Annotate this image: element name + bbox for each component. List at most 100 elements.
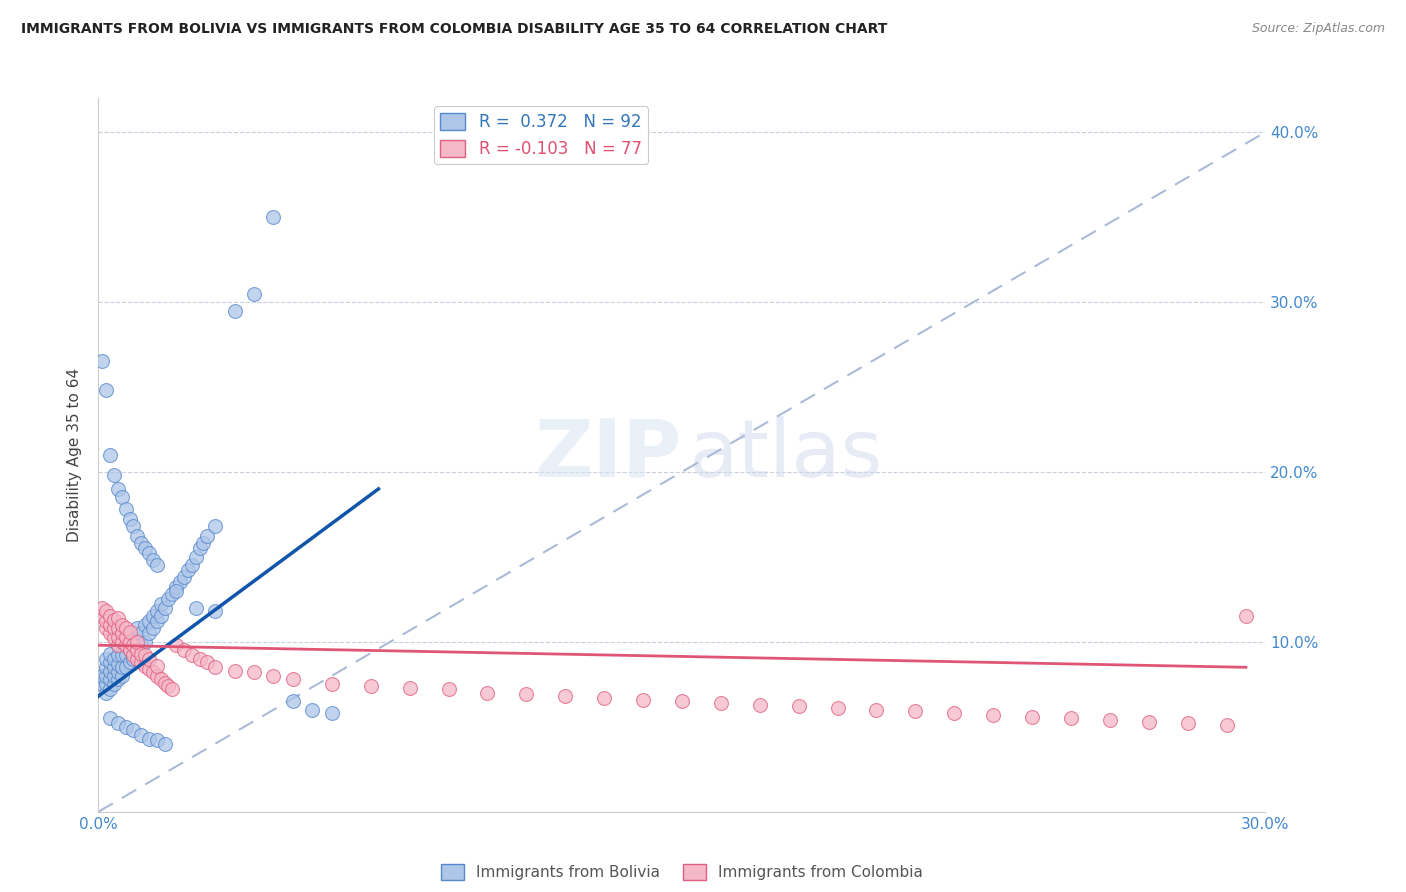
Point: [153, 737, 176, 751]
Point: [98, 609, 121, 624]
Point: [281, 694, 304, 708]
Point: [98, 682, 121, 697]
Point: [146, 658, 169, 673]
Point: [180, 648, 202, 663]
Point: [188, 652, 211, 666]
Point: [129, 536, 152, 550]
Point: [96, 604, 118, 618]
Point: [865, 703, 887, 717]
Point: [1215, 718, 1237, 732]
Point: [149, 609, 172, 624]
Point: [107, 482, 129, 496]
Point: [114, 630, 136, 644]
Point: [111, 626, 134, 640]
Point: [593, 690, 616, 705]
Point: [157, 679, 180, 693]
Text: IMMIGRANTS FROM BOLIVIA VS IMMIGRANTS FROM COLOMBIA DISABILITY AGE 35 TO 64 CORR: IMMIGRANTS FROM BOLIVIA VS IMMIGRANTS FR…: [21, 22, 887, 37]
Point: [103, 468, 125, 483]
Point: [98, 655, 121, 669]
Point: [165, 581, 187, 595]
Point: [153, 600, 176, 615]
Point: [107, 638, 129, 652]
Point: [107, 638, 129, 652]
Point: [142, 609, 165, 624]
Point: [103, 669, 125, 683]
Point: [173, 643, 195, 657]
Point: [114, 638, 136, 652]
Text: atlas: atlas: [688, 416, 882, 494]
Point: [91, 600, 114, 615]
Point: [146, 733, 169, 747]
Y-axis label: Disability Age 35 to 64: Disability Age 35 to 64: [67, 368, 83, 542]
Point: [127, 652, 149, 666]
Point: [91, 669, 114, 683]
Point: [515, 688, 537, 702]
Point: [107, 657, 129, 671]
Point: [129, 638, 152, 652]
Point: [1021, 709, 1043, 723]
Point: [1234, 609, 1257, 624]
Point: [111, 660, 134, 674]
Point: [103, 632, 125, 646]
Point: [98, 672, 121, 686]
Point: [114, 660, 136, 674]
Point: [134, 648, 156, 663]
Point: [129, 728, 152, 742]
Point: [122, 638, 145, 652]
Point: [107, 611, 129, 625]
Point: [165, 583, 187, 598]
Point: [204, 519, 226, 533]
Point: [138, 652, 160, 666]
Point: [127, 529, 149, 543]
Point: [111, 617, 134, 632]
Point: [129, 655, 152, 669]
Point: [118, 624, 141, 639]
Point: [162, 587, 184, 601]
Point: [127, 635, 149, 649]
Point: [91, 354, 114, 368]
Point: [180, 558, 202, 573]
Point: [114, 621, 136, 635]
Point: [134, 635, 156, 649]
Point: [146, 669, 169, 683]
Point: [138, 662, 160, 676]
Point: [103, 613, 125, 627]
Point: [107, 665, 129, 680]
Point: [262, 669, 284, 683]
Point: [107, 648, 129, 663]
Point: [1177, 716, 1199, 731]
Point: [114, 502, 136, 516]
Point: [631, 692, 654, 706]
Point: [96, 652, 118, 666]
Point: [1137, 714, 1160, 729]
Point: [114, 648, 136, 663]
Point: [146, 558, 169, 573]
Point: [173, 570, 195, 584]
Point: [96, 621, 118, 635]
Point: [103, 660, 125, 674]
Point: [398, 681, 420, 695]
Point: [138, 731, 160, 746]
Point: [146, 604, 169, 618]
Point: [118, 512, 141, 526]
Point: [149, 598, 172, 612]
Point: [111, 491, 134, 505]
Point: [827, 701, 849, 715]
Point: [169, 575, 191, 590]
Point: [107, 716, 129, 731]
Point: [360, 679, 382, 693]
Point: [204, 604, 226, 618]
Point: [243, 286, 266, 301]
Point: [1060, 711, 1083, 725]
Point: [129, 647, 152, 661]
Point: [91, 609, 114, 624]
Point: [321, 677, 343, 691]
Point: [96, 677, 118, 691]
Point: [165, 638, 187, 652]
Point: [118, 643, 141, 657]
Point: [142, 621, 165, 635]
Point: [671, 694, 693, 708]
Point: [321, 706, 343, 721]
Point: [122, 648, 145, 663]
Point: [122, 519, 145, 533]
